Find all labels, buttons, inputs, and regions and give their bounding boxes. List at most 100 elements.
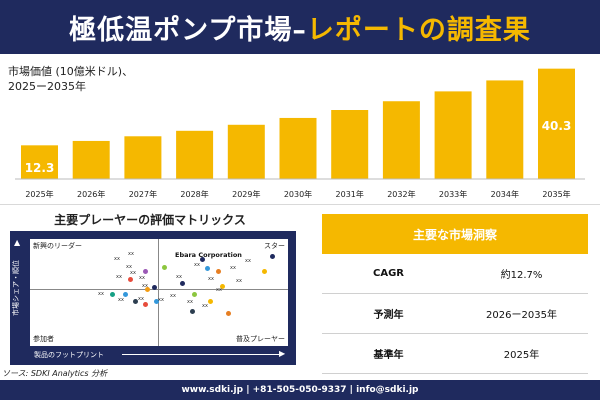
bar-2 [124, 136, 162, 179]
player-placeholder-label: xx [187, 299, 193, 305]
section-divider [0, 204, 600, 205]
player-placeholder-label: xx [139, 275, 145, 281]
bar-4 [227, 124, 265, 179]
x-axis-arrow-icon: ▶ [279, 349, 286, 358]
player-point [200, 257, 205, 262]
insight-row-cagr: CAGR 約12.7% [322, 254, 588, 294]
bar-3 [176, 130, 214, 179]
player-point [270, 254, 275, 259]
title-dash: – [292, 14, 307, 46]
bar-chart: 2025年 12.3 2026年 2027年 2028年 2029年 2030年 2031年 2… [15, 68, 585, 199]
player-placeholder-label: xx [128, 251, 134, 257]
player-placeholder-label: xx [138, 296, 144, 302]
source-note: ソース: SDKI Analytics 分析 [2, 369, 108, 378]
x-tick-label: 2027年 [129, 189, 157, 199]
player-point [154, 299, 159, 304]
player-point [143, 302, 148, 307]
player-point [190, 309, 195, 314]
footer-contact: www.sdki.jp | +81-505-050-9337 | info@sd… [0, 380, 600, 400]
player-placeholder-label: xx [114, 256, 120, 262]
x-axis-arrow-line [122, 354, 282, 355]
matrix-y-axis-label: 市場シェア・順位 [12, 260, 20, 316]
insight-key: 基準年 [373, 350, 404, 361]
player-point [143, 269, 148, 274]
insight-panel: 主要な市場洞察 CAGR 約12.7% 予測年 2026ー2035年 基準年 2… [322, 214, 588, 374]
bar-9 [486, 80, 524, 179]
player-placeholder-label: xx [116, 274, 122, 280]
x-tick-label: 2030年 [284, 189, 312, 199]
insight-row-forecast: 予測年 2026ー2035年 [322, 294, 588, 334]
x-tick-label: 2025年 [25, 189, 53, 199]
x-tick-label: 2029年 [232, 189, 260, 199]
title-bar: 極低温ポンプ市場–レポートの調査果 [0, 0, 600, 54]
player-point [226, 311, 231, 316]
market-value-label: 市場価値 (10億米ドル)、 2025ー2035年 [8, 64, 133, 94]
player-point [262, 269, 267, 274]
x-tick-label: 2034年 [491, 189, 519, 199]
bar-data-label: 12.3 [25, 161, 55, 175]
matrix-vertical-divider [158, 239, 159, 346]
player-point [133, 299, 138, 304]
insight-key: CAGR [373, 268, 404, 279]
corner-top-left: 新興のリーダー [33, 242, 82, 250]
player-point [123, 292, 128, 297]
insight-key: 予測年 [373, 310, 404, 321]
player-point [180, 281, 185, 286]
player-placeholder-label: xx [236, 278, 242, 284]
player-placeholder-label: xx [230, 265, 236, 271]
title-main: 極低温ポンプ市場 [69, 14, 293, 46]
player-placeholder-label: xx [126, 264, 132, 270]
player-point [145, 287, 150, 292]
player-placeholder-label: xx [130, 270, 136, 276]
player-placeholder-label: xx [176, 274, 182, 280]
player-point [208, 299, 213, 304]
bar-data-label: 40.3 [542, 119, 572, 133]
insight-value: 2026ー2035年 [486, 310, 557, 321]
matrix-x-axis-label: 製品のフットプリント [34, 351, 104, 359]
corner-bottom-left: 参加者 [33, 335, 54, 343]
player-placeholder-label: xx [142, 283, 148, 289]
player-placeholder-label: xx [118, 297, 124, 303]
player-placeholder-label: xx [216, 287, 222, 293]
player-point [110, 292, 115, 297]
player-point [128, 277, 133, 282]
highlight-company-label: Ebara Corporation [175, 251, 242, 259]
player-placeholder-label: xx [202, 303, 208, 309]
bar-10 [538, 68, 575, 179]
matrix-plot: 新興のリーダー スター 参加者 普及プレーヤー Ebara Corporatio… [30, 239, 288, 346]
x-tick-label: 2035年 [542, 189, 570, 199]
page-title: 極低温ポンプ市場–レポートの調査果 [69, 8, 531, 47]
x-tick-label: 2033年 [439, 189, 467, 199]
player-point [220, 284, 225, 289]
bar-5 [279, 117, 317, 179]
x-tick-label: 2032年 [387, 189, 415, 199]
insight-row-base-year: 基準年 2025年 [322, 334, 588, 374]
title-accent: レポートの調査果 [306, 14, 531, 46]
corner-bottom-right: 普及プレーヤー [236, 335, 285, 343]
player-point [162, 265, 167, 270]
player-point [216, 269, 221, 274]
market-value-label-line2: 2025ー2035年 [8, 80, 86, 93]
player-placeholder-label: xx [245, 258, 251, 264]
player-placeholder-label: xx [98, 291, 104, 297]
x-tick-label: 2028年 [180, 189, 208, 199]
player-point [205, 266, 210, 271]
market-value-label-line1: 市場価値 (10億米ドル)、 [8, 65, 134, 78]
player-point [192, 292, 197, 297]
bar-6 [331, 110, 369, 179]
insight-header: 主要な市場洞察 [322, 214, 588, 254]
bar-7 [382, 101, 420, 179]
insight-value: 2025年 [503, 350, 540, 361]
matrix-frame: ▲ 市場シェア・順位 新興のリーダー スター 参加者 普及プレーヤー Ebara… [10, 231, 296, 365]
player-placeholder-label: xx [158, 297, 164, 303]
x-tick-label: 2031年 [336, 189, 364, 199]
y-axis-arrow-icon: ▲ [14, 238, 21, 247]
bar-8 [434, 91, 472, 179]
player-placeholder-label: xx [170, 293, 176, 299]
matrix-title: 主要プレーヤーの評価マトリックス [54, 213, 246, 227]
x-tick-label: 2026年 [77, 189, 105, 199]
matrix-horizontal-divider [30, 289, 288, 290]
player-point [152, 285, 157, 290]
player-placeholder-label: xx [208, 276, 214, 282]
player-placeholder-label: xx [194, 262, 200, 268]
